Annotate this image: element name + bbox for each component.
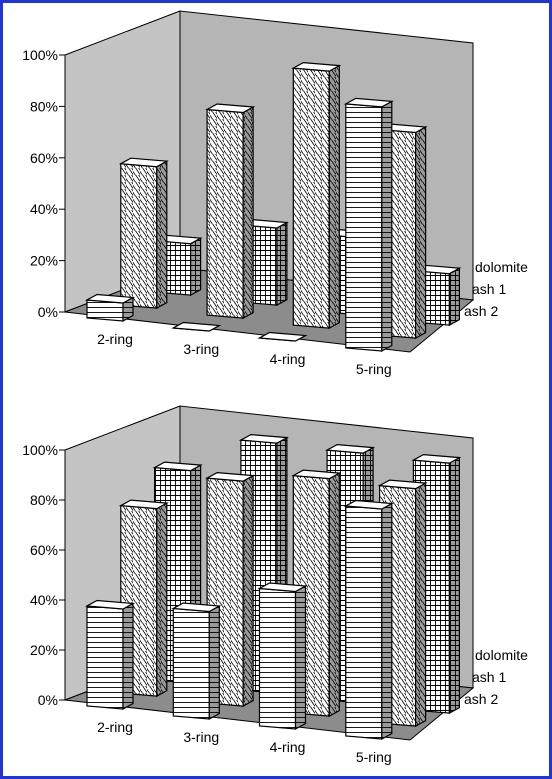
bar-ash-2-5-ring (343, 499, 394, 741)
series-label-ash-1: ash 1 (472, 669, 506, 685)
bar-side-face (415, 125, 427, 340)
bar-ash-1-2-ring (118, 157, 169, 310)
bar-side-face (156, 502, 168, 698)
bar-top-face (291, 469, 342, 480)
y-tick-label: 40% (30, 201, 58, 217)
bar-top-face (171, 602, 222, 613)
series-label-dolomite: dolomite (475, 259, 528, 275)
bar-side-face (328, 64, 340, 330)
bar-front-face (345, 505, 383, 740)
category-label-3-ring: 3-ring (183, 729, 219, 745)
series-label-ash-2: ash 2 (464, 691, 498, 707)
bar-front-face (120, 163, 158, 309)
bar-top-face (118, 499, 169, 510)
bar-side-face (156, 160, 168, 310)
bar-front-face (172, 607, 210, 720)
bar-top-face (343, 499, 394, 510)
chart-top: 0% 20% 40% 60% 80% 100% 2-ring 3-ring 4-ring 5-ri… (22, 10, 528, 377)
bar-side-face (448, 267, 460, 327)
bar-side-face (208, 604, 220, 721)
bar-front-face (206, 108, 244, 319)
bar-side-face (381, 502, 393, 741)
bar-side-face (122, 602, 134, 711)
bar-front-face (292, 67, 330, 329)
bar-side-face (448, 456, 460, 715)
bar-top-face (238, 433, 289, 444)
bar-top-face (411, 453, 462, 464)
bar-top-face (343, 97, 394, 108)
bar-top-face (84, 599, 136, 610)
y-tick-label: 20% (30, 642, 58, 658)
category-label-3-ring: 3-ring (183, 341, 219, 357)
bar-ash-2-4-ring (257, 331, 308, 342)
bar-top-face (257, 331, 308, 342)
bar-ash-2-2-ring (84, 599, 136, 711)
bar-ash-2-4-ring (257, 582, 308, 731)
bar-top-face (257, 582, 308, 593)
bar-top-face (118, 157, 169, 168)
bar-side-face (276, 221, 288, 307)
bar-front-face (345, 103, 383, 352)
bar-top-face (171, 321, 222, 332)
bar-ash-1-3-ring (205, 103, 256, 320)
series-label-dolomite: dolomite (475, 647, 528, 663)
y-tick-label: 20% (30, 253, 58, 269)
category-label-2-ring: 2-ring (97, 719, 133, 735)
y-tick-label: 80% (30, 492, 58, 508)
y-tick-label: 40% (30, 592, 58, 608)
y-tick-label: 60% (30, 150, 58, 166)
series-label-ash-1: ash 1 (472, 281, 506, 297)
y-tick-label: 80% (30, 98, 58, 114)
bar-ash-1-4-ring (291, 61, 342, 330)
bar-front-face (258, 587, 297, 730)
y-tick-label: 100% (22, 47, 58, 63)
bar-top-face (84, 293, 136, 304)
y-tick-label: 60% (30, 542, 58, 558)
bar-side-face (190, 237, 202, 297)
series-label-ash-2: ash 2 (464, 303, 498, 319)
y-tick-label: 100% (22, 442, 58, 458)
bar-ash-2-5-ring (343, 97, 394, 353)
bar-top-face (377, 479, 428, 490)
bar-side-face (381, 100, 393, 353)
category-label-5-ring: 5-ring (356, 749, 392, 765)
bar-top-face (205, 103, 256, 114)
bar-top-face (325, 443, 376, 454)
category-label-2-ring: 2-ring (97, 331, 133, 347)
y-tick-label: 0% (38, 692, 58, 708)
bar-top-face (152, 461, 203, 472)
category-label-4-ring: 4-ring (270, 351, 306, 367)
bar-ash-2-2-ring (84, 293, 136, 323)
chart-bottom: 0% 20% 40% 60% 80% 100% 2-ring 3-ring 4-ring 5-ri… (22, 405, 528, 765)
bar-top-face (291, 61, 342, 72)
category-label-5-ring: 5-ring (356, 361, 392, 377)
bar-front-face (86, 605, 124, 710)
bar-side-face (242, 105, 254, 320)
category-label-4-ring: 4-ring (270, 739, 306, 755)
bar-ash-2-3-ring (171, 321, 222, 332)
bar-top-face (205, 471, 256, 482)
bar-side-face (328, 472, 340, 718)
bar-side-face (242, 474, 254, 708)
bar-side-face (294, 584, 307, 731)
bar-side-face (415, 482, 427, 728)
y-tick-label: 0% (38, 304, 58, 320)
bar-ash-2-3-ring (171, 602, 222, 721)
